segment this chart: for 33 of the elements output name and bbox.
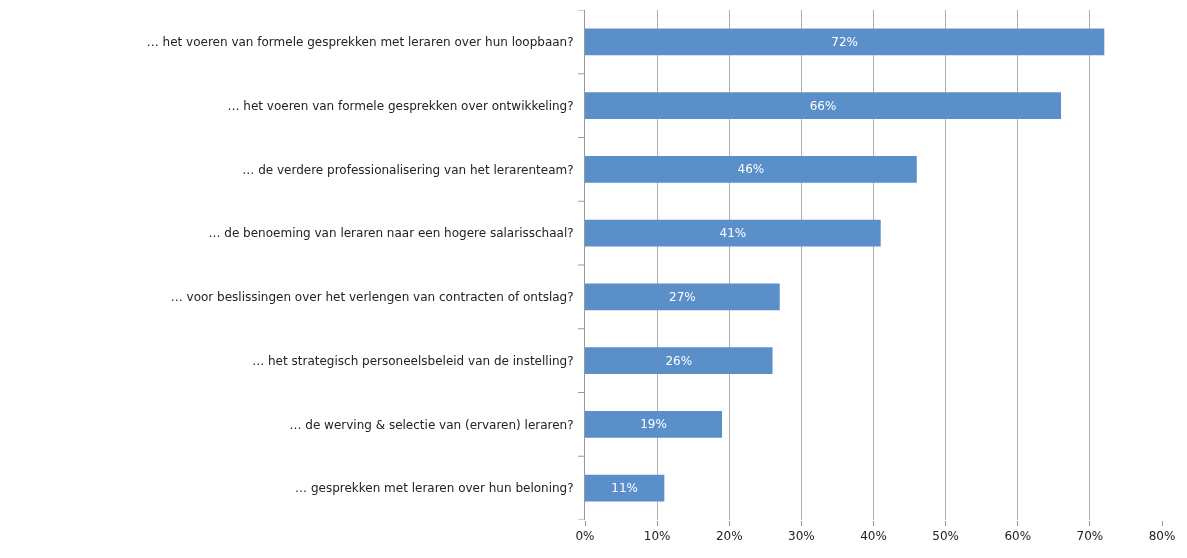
data-label: 72% bbox=[831, 34, 858, 49]
y-tick-label: … de verdere professionalisering van het lerarenteam? bbox=[242, 162, 574, 177]
y-tick-label: … het strategisch personeelsbeleid van de instelling? bbox=[252, 353, 574, 368]
bar bbox=[585, 92, 1062, 120]
x-tick-label: 40% bbox=[860, 529, 887, 544]
bar bbox=[585, 28, 1105, 56]
data-label: 66% bbox=[809, 98, 837, 113]
data-label: 46% bbox=[737, 162, 765, 177]
bar bbox=[585, 347, 773, 375]
data-label: 11% bbox=[611, 481, 639, 496]
x-tick-label: 0% bbox=[575, 529, 595, 544]
bar bbox=[585, 283, 780, 311]
y-tick-label: … de benoeming van leraren naar een hogere salarisschaal? bbox=[208, 226, 574, 241]
data-label: 19% bbox=[640, 417, 667, 432]
x-tick-label: 80% bbox=[1148, 529, 1176, 544]
x-tick-label: 30% bbox=[788, 529, 815, 544]
bar bbox=[585, 474, 665, 502]
data-label: 26% bbox=[665, 353, 693, 368]
data-label: 27% bbox=[669, 289, 696, 304]
bar bbox=[585, 410, 723, 438]
bar bbox=[585, 219, 881, 247]
y-tick-label: … voor beslissingen over het verlengen van contracten of ontslag? bbox=[170, 290, 574, 305]
bar bbox=[585, 155, 917, 183]
x-tick-label: 70% bbox=[1076, 529, 1104, 544]
y-tick-label: … het voeren van formele gesprekken met leraren over hun loopbaan? bbox=[146, 35, 574, 50]
x-tick-label: 10% bbox=[643, 529, 671, 544]
data-label: 41% bbox=[719, 226, 747, 241]
y-tick-label: … de werving & selectie van (ervaren) leraren? bbox=[289, 417, 574, 432]
x-tick-label: 60% bbox=[1004, 529, 1032, 544]
y-tick-label: … het voeren van formele gesprekken over ontwikkeling? bbox=[227, 98, 574, 113]
x-tick-label: 20% bbox=[715, 529, 743, 544]
x-tick-label: 50% bbox=[932, 529, 959, 544]
y-tick-label: … gesprekken met leraren over hun beloning? bbox=[295, 481, 574, 496]
